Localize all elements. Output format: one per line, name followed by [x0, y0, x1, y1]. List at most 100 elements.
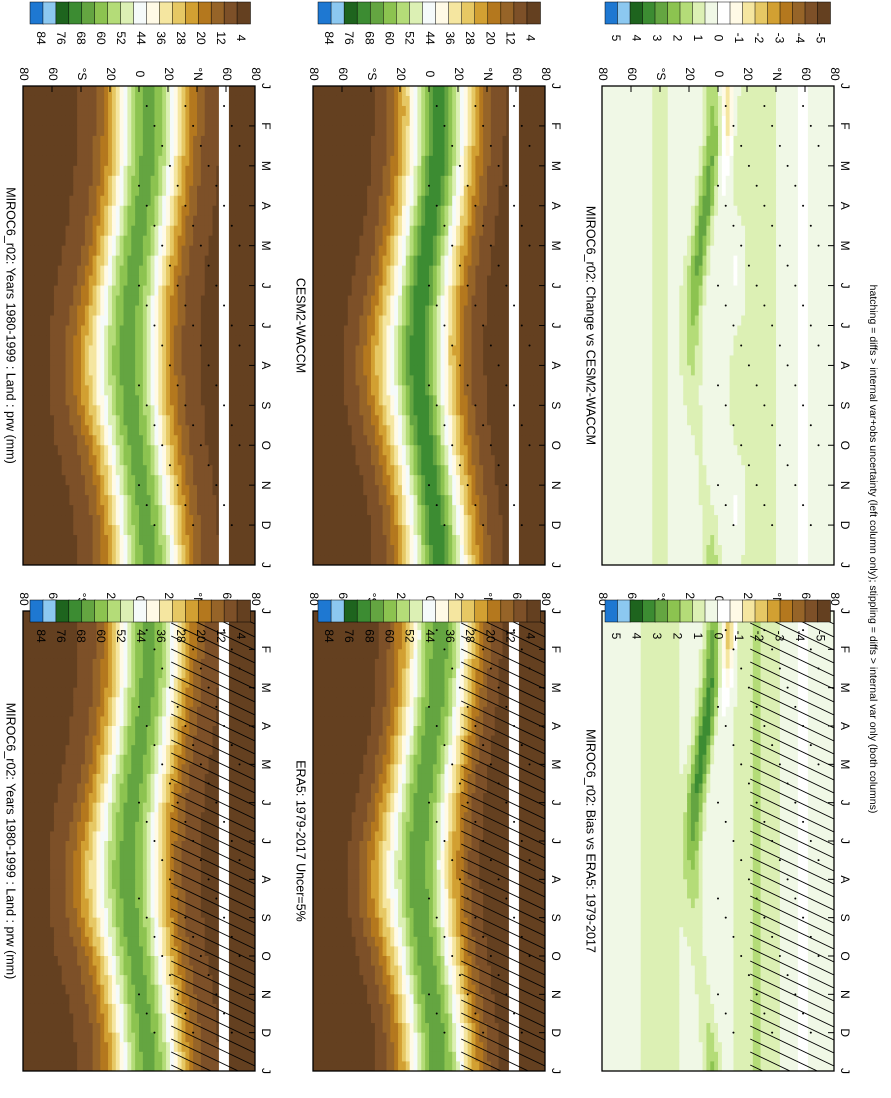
heatmap-cell: [212, 773, 217, 785]
heatmap-cell: [84, 793, 90, 804]
heatmap-cell: [104, 1042, 109, 1053]
heatmap-cell: [247, 965, 252, 976]
heatmap-cell: [169, 965, 175, 976]
heatmap-cell: [204, 793, 210, 804]
heatmap-cell: [235, 375, 241, 386]
heatmap-cell: [50, 658, 55, 670]
heatmap-cell: [77, 927, 82, 938]
heatmap-cell: [100, 135, 105, 147]
heatmap-cell: [42, 831, 47, 842]
hatch-line: [171, 804, 255, 846]
heatmap-cell: [158, 115, 163, 127]
heatmap-cell: [115, 726, 121, 737]
heatmap-cell: [111, 215, 117, 227]
heatmap-cell: [115, 395, 121, 406]
heatmap-cell: [154, 375, 159, 386]
heatmap-cell: [162, 375, 167, 386]
heatmap-cell: [208, 735, 214, 746]
heatmap-cell: [65, 235, 70, 247]
heatmap-cell: [26, 850, 32, 861]
heatmap-cell: [81, 255, 86, 267]
heatmap-cell: [181, 802, 186, 813]
heatmap-cell: [158, 898, 163, 909]
heatmap-cell: [169, 255, 175, 267]
heatmap-cell: [53, 850, 59, 861]
heatmap-cell: [189, 235, 194, 247]
heatmap-cell: [181, 225, 186, 237]
heatmap-cell: [135, 285, 140, 297]
heatmap-cell: [193, 745, 198, 756]
heatmap-cell: [235, 86, 241, 97]
heatmap-cell: [197, 215, 202, 227]
heatmap-cell: [189, 706, 194, 718]
heatmap-cell: [84, 86, 90, 97]
heatmap-cell: [200, 125, 206, 137]
heatmap-cell: [177, 1003, 183, 1015]
heatmap-cell: [197, 869, 202, 880]
heatmap-cell: [77, 841, 82, 852]
heatmap-cell: [61, 936, 67, 948]
heatmap-cell: [247, 105, 252, 117]
heatmap-cell: [231, 764, 237, 775]
heatmap-cell: [30, 984, 36, 995]
heatmap-cell: [243, 375, 248, 386]
heatmap-cell: [84, 125, 90, 137]
heatmap-cell: [197, 295, 202, 307]
heatmap-cell: [53, 105, 59, 117]
heatmap-cell: [212, 994, 217, 1005]
heatmap-cell: [61, 145, 67, 157]
heatmap-cell: [189, 315, 194, 327]
heatmap-cell: [38, 936, 43, 948]
heatmap-cell: [46, 850, 51, 861]
heatmap-cell: [77, 1042, 82, 1053]
heatmap-cell: [181, 620, 186, 631]
heatmap-cell: [189, 956, 194, 967]
heatmap-cell: [26, 860, 32, 871]
heatmap-cell: [193, 658, 198, 670]
heatmap-cell: [127, 850, 132, 861]
heatmap-cell: [57, 898, 63, 909]
heatmap-cell: [177, 105, 183, 117]
heatmap-cell: [208, 927, 214, 938]
heatmap-cell: [23, 95, 28, 107]
heatmap-cell: [197, 678, 202, 689]
heatmap-cell: [115, 812, 121, 823]
heatmap-cell: [173, 850, 179, 861]
heatmap-cell: [123, 716, 128, 727]
heatmap-cell: [243, 265, 248, 277]
heatmap-cell: [227, 908, 233, 919]
heatmap-cell: [46, 898, 51, 909]
heatmap-cell: [135, 265, 140, 277]
heatmap-cell: [42, 850, 47, 861]
heatmap-cell: [30, 195, 36, 207]
heatmap-cell: [251, 735, 255, 746]
heatmap-cell: [26, 630, 32, 641]
heatmap-cell: [243, 205, 248, 217]
heatmap-cell: [119, 735, 125, 746]
heatmap-cell: [235, 946, 241, 957]
heatmap-cell: [204, 315, 210, 327]
heatmap-cell: [26, 235, 32, 247]
heatmap-cell: [204, 687, 210, 698]
heatmap-cell: [92, 215, 98, 227]
heatmap-cell: [81, 869, 86, 880]
heatmap-cell: [111, 735, 117, 746]
heatmap-cell: [42, 927, 47, 938]
heatmap-cell: [208, 165, 214, 177]
heatmap-cell: [204, 235, 210, 247]
heatmap-cell: [115, 946, 121, 957]
heatmap-cell: [50, 735, 55, 746]
heatmap-cell: [38, 773, 43, 785]
heatmap-cell: [57, 385, 63, 396]
heatmap-cell: [185, 764, 190, 775]
heatmap-cell: [96, 1003, 101, 1015]
heatmap-cell: [77, 812, 82, 823]
heatmap-cell: [23, 125, 28, 137]
heatmap-cell: [46, 668, 51, 679]
heatmap-cell: [197, 745, 202, 756]
heatmap-cell: [23, 325, 28, 337]
heatmap-cell: [46, 1061, 51, 1071]
heatmap-cell: [77, 975, 82, 986]
heatmap-cell: [77, 936, 82, 948]
heatmap-cell: [227, 984, 233, 995]
